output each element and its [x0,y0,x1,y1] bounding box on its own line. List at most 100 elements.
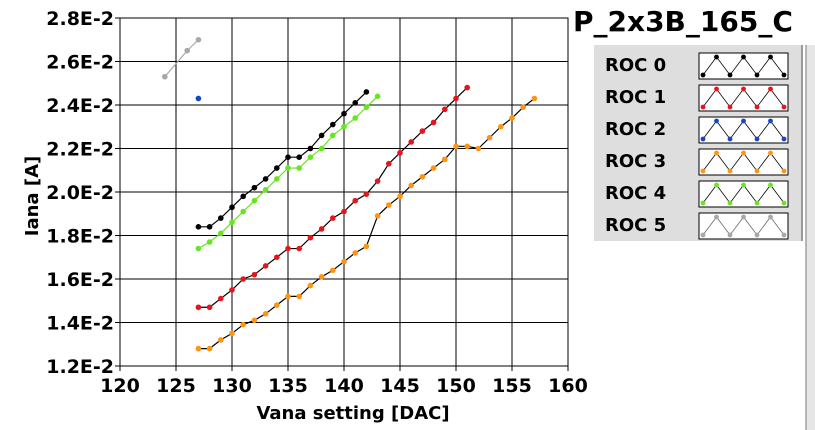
legend-item: ROC 5 [605,212,789,240]
data-point [206,239,213,245]
data-point [341,110,347,117]
y-tick-label: 2.4E-2 [46,95,114,117]
legend-swatch-marker [754,136,760,142]
legend-swatch-marker [754,72,760,78]
data-point [195,36,202,43]
legend-item: ROC 1 [605,84,789,112]
data-point [229,204,235,211]
data-point [408,139,415,145]
data-point [464,84,471,91]
legend-swatch-marker [781,136,787,142]
data-point [218,337,224,343]
legend-label: ROC 3 [605,151,666,172]
data-point [386,202,392,208]
data-point [352,100,359,106]
data-point [318,274,325,280]
data-point [296,293,303,300]
y-axis-ticks: 1.2E-2 1.4E-2 1.6E-2 1.8E-2 2.0E-2 2.2E-2 2.4E… [46,8,120,378]
data-point [363,191,370,197]
legend-swatch-marker [741,54,746,60]
data-point [262,187,269,193]
data-point [274,165,280,171]
data-point [274,176,280,182]
data-point [195,95,202,102]
x-tick-label: 140 [324,375,364,397]
legend-label: ROC 4 [605,183,666,204]
data-point [195,224,202,230]
data-point [520,104,526,110]
series-roc-4 [195,93,381,252]
data-point [453,143,459,150]
series-line [198,91,367,228]
data-point [318,132,325,139]
legend-swatch-marker [754,232,760,238]
legend-swatch-marker [741,86,746,92]
y-tick-label: 2.6E-2 [46,52,114,74]
data-point [374,213,381,219]
series-roc-2 [195,95,202,102]
x-axis-title: Vana setting [DAC] [256,403,449,424]
data-point [285,165,291,171]
y-tick-label: 1.2E-2 [46,356,114,378]
x-tick-label: 145 [380,375,420,397]
data-point [262,263,269,269]
x-tick-label: 130 [212,375,252,397]
legend-swatch-marker [727,200,733,206]
legend-swatch-marker [700,200,706,206]
legend-swatch-marker [754,200,760,206]
legend-swatch-marker [781,168,787,174]
data-point [352,197,359,204]
x-tick-label: 155 [492,375,532,397]
legend-label: ROC 0 [605,55,666,76]
legend-swatch-marker [768,118,773,124]
data-point [486,134,493,141]
data-point [307,154,314,160]
data-point [330,215,336,221]
data-point [374,93,381,100]
data-point [296,165,303,171]
legend-swatch-marker [700,232,706,238]
data-point [240,276,246,282]
y-tick-label: 2.8E-2 [46,8,114,30]
legend-swatch-marker [714,150,719,156]
data-point [307,234,314,241]
data-point [251,271,258,278]
legend-swatch-marker [714,214,719,220]
data-point [386,160,392,167]
legend-swatch-marker [754,104,760,110]
legend-swatch-marker [741,118,746,124]
data-point [285,154,291,160]
data-point [206,345,213,352]
legend-swatch-marker [727,232,733,238]
legend-swatch-marker [727,168,733,174]
legend-item: ROC 0 [605,52,789,80]
y-tick-label: 2.2E-2 [46,139,114,161]
data-point [274,254,280,261]
data-point [352,250,359,256]
legend-label: ROC 5 [605,215,666,236]
data-point [330,267,336,274]
data-point [307,145,314,152]
legend-item: ROC 2 [605,116,789,144]
data-point [442,156,448,163]
legend-swatch-marker [768,86,773,92]
legend-swatch-marker [781,104,787,110]
series-layer [162,36,538,352]
data-point [195,245,202,252]
legend-label: ROC 2 [605,119,666,140]
y-tick-label: 1.4E-2 [46,313,114,335]
right-frame [806,45,815,430]
x-tick-label: 120 [100,375,140,397]
x-tick-label: 150 [436,375,476,397]
legend-swatch-marker [781,232,787,238]
data-point [318,145,325,152]
chart-title: P_2x3B_165_C [573,5,793,38]
legend-swatch-marker [727,72,733,78]
data-point [262,311,269,317]
data-point [374,178,381,184]
legend-item: ROC 3 [605,148,789,176]
legend-swatch-marker [727,136,733,142]
data-point [464,143,471,150]
data-point [430,165,437,171]
data-point [240,193,246,200]
